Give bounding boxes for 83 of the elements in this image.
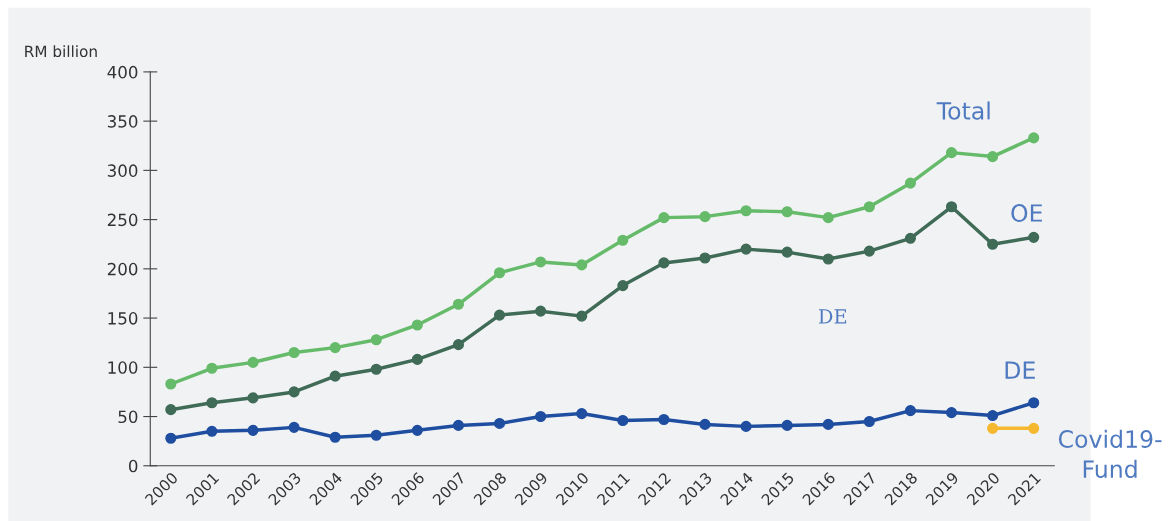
point <box>288 386 300 398</box>
point <box>822 418 834 430</box>
point <box>699 252 711 264</box>
point <box>945 201 958 213</box>
point <box>493 267 506 279</box>
point <box>699 418 711 430</box>
series-label: Total <box>936 101 990 120</box>
point <box>493 417 506 429</box>
point <box>1028 397 1040 409</box>
point <box>863 201 875 213</box>
point <box>165 432 177 444</box>
point <box>904 405 916 417</box>
point <box>658 212 670 224</box>
point <box>452 298 465 310</box>
point <box>904 232 916 244</box>
point <box>329 370 341 382</box>
point <box>617 280 629 292</box>
point <box>822 212 834 224</box>
y-tick-label: 400 <box>107 65 138 79</box>
point <box>493 309 506 321</box>
point <box>576 310 588 322</box>
point <box>452 339 465 351</box>
point <box>1028 132 1040 144</box>
point <box>576 259 588 271</box>
annotation: DE <box>818 309 847 324</box>
point <box>206 397 218 409</box>
point <box>617 234 629 246</box>
point <box>165 378 177 390</box>
point <box>535 256 547 268</box>
point <box>987 151 999 163</box>
y-tick-label: 150 <box>108 312 138 325</box>
point <box>206 362 218 374</box>
point <box>863 415 875 428</box>
point <box>411 319 423 331</box>
point <box>370 363 382 375</box>
point <box>987 422 999 434</box>
y-tick-label: 0 <box>128 459 138 473</box>
point <box>370 334 382 346</box>
point <box>740 205 752 217</box>
point <box>370 429 382 441</box>
point <box>411 353 423 365</box>
point <box>617 414 629 427</box>
y-axis-title: RM billion <box>25 45 97 58</box>
series-label: Covid19- Fund <box>1058 429 1162 478</box>
point <box>288 421 300 433</box>
point <box>535 410 547 423</box>
point <box>904 177 916 189</box>
series-label: OE <box>1011 204 1042 222</box>
point <box>740 243 752 255</box>
point <box>576 408 588 420</box>
point <box>288 346 300 359</box>
point <box>781 246 793 258</box>
point <box>535 305 547 317</box>
point <box>945 407 958 419</box>
point <box>452 419 465 431</box>
point <box>329 342 341 354</box>
point <box>247 424 259 436</box>
point <box>411 424 423 436</box>
y-tick-label: 350 <box>107 115 138 128</box>
point <box>822 253 834 265</box>
y-tick-label: 100 <box>108 361 138 374</box>
point <box>206 425 218 437</box>
y-tick-label: 50 <box>118 410 138 424</box>
point <box>781 206 793 218</box>
point <box>987 409 999 422</box>
point <box>165 404 177 416</box>
y-tick-label: 200 <box>107 262 138 276</box>
point <box>699 211 711 223</box>
point <box>329 431 341 443</box>
series-label: DE <box>1005 361 1035 379</box>
point <box>987 238 999 250</box>
point <box>1028 231 1040 243</box>
point <box>247 356 259 368</box>
point <box>658 413 670 426</box>
point <box>945 147 958 159</box>
point <box>740 420 752 432</box>
point <box>1028 422 1040 434</box>
point <box>781 419 793 431</box>
y-tick-label: 250 <box>107 213 138 227</box>
point <box>658 257 670 269</box>
point <box>863 245 875 257</box>
point <box>247 392 259 404</box>
y-tick-label: 300 <box>107 164 138 177</box>
